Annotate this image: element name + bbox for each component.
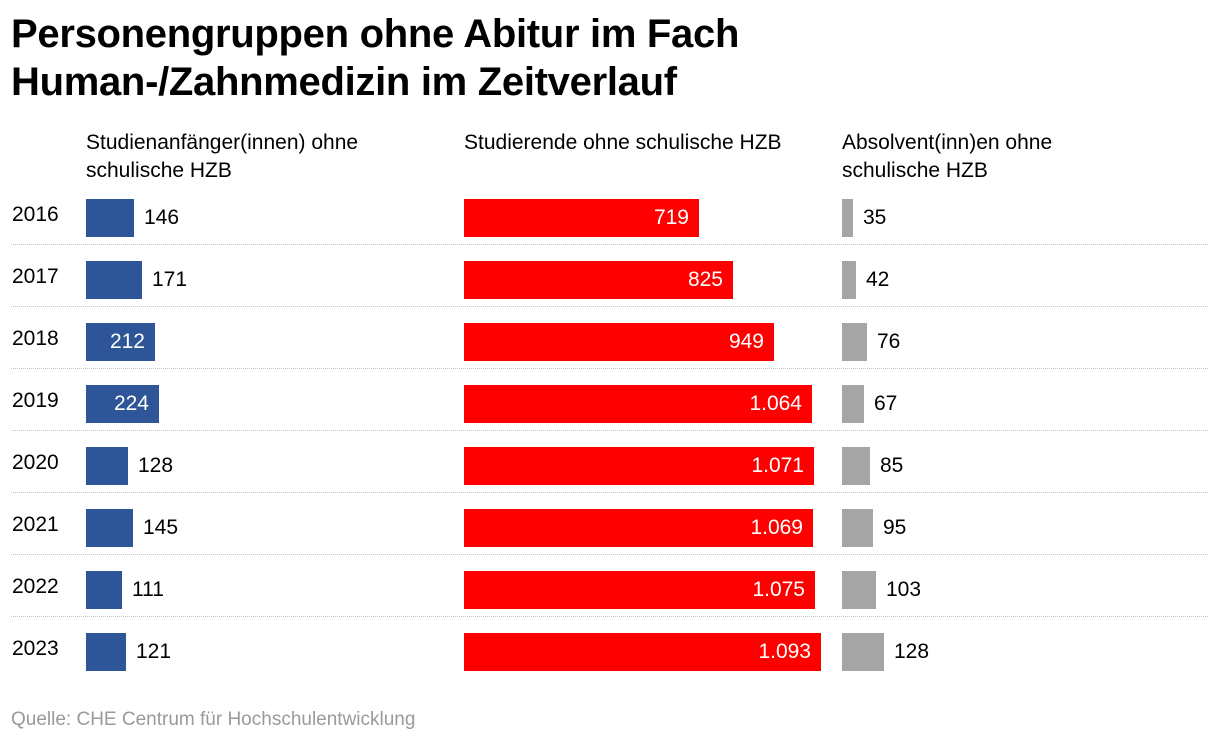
data-label-series2-2022: 103 bbox=[886, 578, 922, 601]
data-label-series0-2017: 171 bbox=[152, 268, 188, 291]
year-label-2022: 2022 bbox=[12, 575, 59, 598]
data-label-series0-2019: 224 bbox=[113, 392, 149, 415]
row-divider bbox=[11, 430, 1208, 431]
year-label-2019: 2019 bbox=[12, 389, 59, 412]
chart-row-2021: 2021 145 1.069 95 bbox=[0, 494, 1220, 556]
bar-series0-2021 bbox=[86, 509, 133, 547]
bar-series2-2016 bbox=[842, 199, 853, 237]
bar-series0-2023 bbox=[86, 633, 126, 671]
data-label-series0-2021: 145 bbox=[143, 516, 179, 539]
bar-series2-2019 bbox=[842, 385, 864, 423]
data-label-series0-2022: 111 bbox=[132, 578, 164, 601]
bar-series0-2022 bbox=[86, 571, 122, 609]
data-label-series0-2018: 212 bbox=[109, 330, 145, 353]
row-divider bbox=[11, 554, 1208, 555]
data-label-series1-2016: 719 bbox=[653, 206, 689, 229]
bar-series1-2019 bbox=[464, 385, 812, 423]
data-label-series2-2018: 76 bbox=[877, 330, 901, 353]
data-label-series0-2016: 146 bbox=[144, 206, 180, 229]
data-label-series1-2019: 1.064 bbox=[749, 392, 802, 415]
bar-series2-2023 bbox=[842, 633, 884, 671]
year-label-2017: 2017 bbox=[12, 265, 59, 288]
bar-series0-2018 bbox=[86, 323, 155, 361]
chart-row-2016: 2016 146 719 35 bbox=[0, 184, 1220, 246]
data-label-series1-2023: 1.093 bbox=[758, 640, 811, 663]
bar-series2-2020 bbox=[842, 447, 870, 485]
bar-series0-2020 bbox=[86, 447, 128, 485]
bar-series1-2022 bbox=[464, 571, 815, 609]
source-note: Quelle: CHE Centrum für Hochschulentwick… bbox=[11, 709, 416, 730]
year-label-2020: 2020 bbox=[12, 451, 59, 474]
year-label-2023: 2023 bbox=[12, 637, 59, 660]
bar-series1-2021 bbox=[464, 509, 813, 547]
data-label-series2-2023: 128 bbox=[894, 640, 930, 663]
chart-row-2018: 2018 212 949 76 bbox=[0, 308, 1220, 370]
data-label-series1-2018: 949 bbox=[728, 330, 764, 353]
data-label-series1-2022: 1.075 bbox=[752, 578, 805, 601]
chart-row-2019: 2019 224 1.064 67 bbox=[0, 370, 1220, 432]
bar-series1-2023 bbox=[464, 633, 821, 671]
bar-series2-2022 bbox=[842, 571, 876, 609]
bar-series2-2018 bbox=[842, 323, 867, 361]
bar-series0-2019 bbox=[86, 385, 159, 423]
bar-series1-2017 bbox=[464, 261, 733, 299]
data-label-series1-2017: 825 bbox=[687, 268, 723, 291]
series-header-studierende: Studierende ohne schulische HZB bbox=[464, 131, 782, 154]
year-label-2016: 2016 bbox=[12, 203, 59, 226]
row-divider bbox=[11, 492, 1208, 493]
row-divider bbox=[11, 368, 1208, 369]
bar-series0-2017 bbox=[86, 261, 142, 299]
bar-series1-2018 bbox=[464, 323, 774, 361]
year-label-2018: 2018 bbox=[12, 327, 59, 350]
data-label-series0-2023: 121 bbox=[136, 640, 172, 663]
bar-series0-2016 bbox=[86, 199, 134, 237]
year-label-2021: 2021 bbox=[12, 513, 59, 536]
chart-row-2017: 2017 171 825 42 bbox=[0, 246, 1220, 308]
series-header-absolventen: Absolvent(inn)en ohne schulische HZB bbox=[842, 131, 1053, 182]
data-label-series1-2020: 1.071 bbox=[751, 454, 804, 477]
row-divider bbox=[11, 244, 1208, 245]
data-label-series2-2020: 85 bbox=[880, 454, 904, 477]
bar-series2-2017 bbox=[842, 261, 856, 299]
row-divider bbox=[11, 306, 1208, 307]
chart-row-2020: 2020 128 1.071 85 bbox=[0, 432, 1220, 494]
data-label-series2-2019: 67 bbox=[874, 392, 898, 415]
data-label-series2-2016: 35 bbox=[863, 206, 887, 229]
bar-series2-2021 bbox=[842, 509, 873, 547]
chart-title: Personengruppen ohne Abitur im Fach Huma… bbox=[11, 12, 740, 104]
series-header-studienanfaenger: Studienanfänger(innen) ohne schulische H… bbox=[86, 131, 359, 182]
chart-row-2023: 2023 121 1.093 128 bbox=[0, 618, 1220, 680]
data-label-series2-2021: 95 bbox=[883, 516, 907, 539]
row-divider bbox=[11, 616, 1208, 617]
data-label-series2-2017: 42 bbox=[866, 268, 890, 291]
data-label-series1-2021: 1.069 bbox=[750, 516, 803, 539]
bar-series1-2020 bbox=[464, 447, 814, 485]
chart-row-2022: 2022 111 1.075 103 bbox=[0, 556, 1220, 618]
data-label-series0-2020: 128 bbox=[138, 454, 174, 477]
bar-series1-2016 bbox=[464, 199, 699, 237]
